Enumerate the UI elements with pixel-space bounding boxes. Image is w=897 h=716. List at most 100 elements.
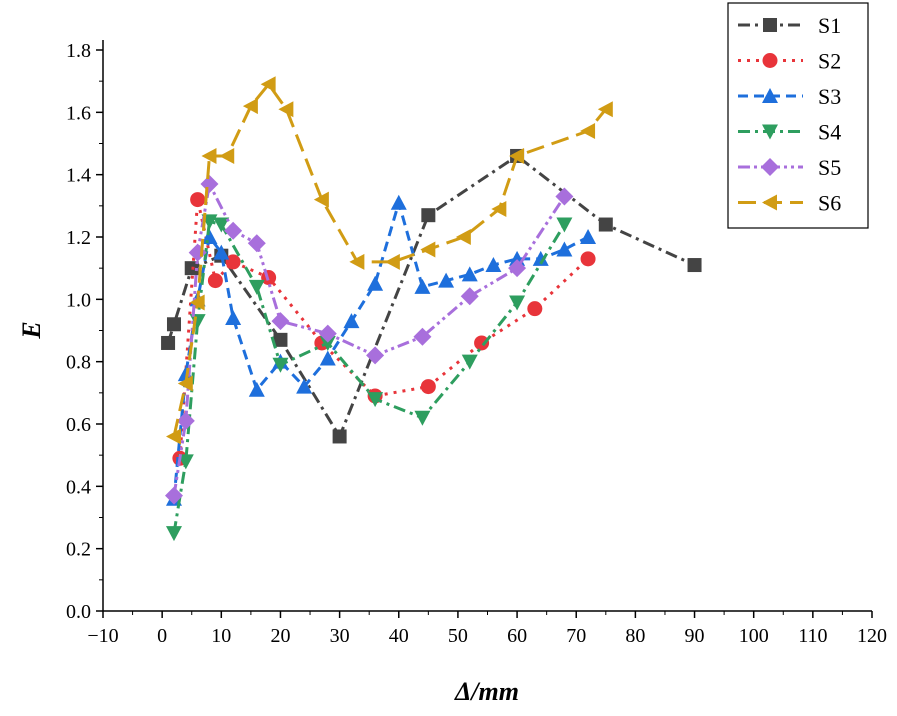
- data-point-s2: [190, 192, 206, 208]
- data-point-s4: [556, 217, 573, 233]
- data-point-s6: [491, 200, 507, 217]
- data-point-s6: [219, 147, 235, 164]
- data-point-s3: [343, 313, 360, 329]
- x-tick-label: 0: [157, 625, 167, 647]
- data-point-s5: [413, 327, 432, 346]
- series-line-s1: [166, 154, 696, 440]
- data-point-s6: [260, 76, 276, 93]
- legend-marker-s2: [762, 53, 778, 68]
- data-point-s3: [201, 229, 218, 244]
- data-point-s2: [474, 335, 490, 351]
- data-point-s3: [532, 250, 549, 266]
- x-tick-label: 50: [448, 625, 468, 647]
- data-point-s1: [332, 429, 347, 444]
- data-point-s2: [225, 254, 241, 270]
- y-tick-label: 1.6: [66, 102, 91, 124]
- data-point-s6: [177, 375, 193, 392]
- legend-marker-s4: [762, 124, 778, 140]
- legend-label-s1: S1: [818, 13, 841, 38]
- data-point-s5: [271, 312, 290, 331]
- data-point-s5: [164, 486, 183, 505]
- data-point-s4: [165, 526, 182, 542]
- data-point-s1: [421, 208, 436, 223]
- data-point-s4: [319, 335, 336, 351]
- data-point-s3: [213, 244, 230, 260]
- data-point-s5: [200, 175, 219, 194]
- y-tick-label: 1.2: [66, 227, 91, 249]
- y-tick-label: 1.8: [66, 40, 91, 62]
- data-point-s3: [556, 241, 573, 257]
- data-point-s5: [366, 346, 385, 365]
- data-point-s6: [201, 147, 217, 164]
- x-tick-label: 40: [389, 625, 409, 647]
- y-tick-label: 1.0: [66, 289, 91, 311]
- data-point-s1: [166, 317, 181, 332]
- legend-marker-s3: [762, 88, 778, 103]
- legend-label-s5: S5: [818, 155, 841, 180]
- data-point-s4: [367, 392, 384, 408]
- data-point-s5: [176, 411, 195, 430]
- y-tick-label: 0.0: [66, 601, 91, 623]
- x-tick-label: 90: [685, 625, 705, 647]
- data-point-s6: [384, 253, 400, 270]
- y-tick-label: 0.4: [66, 476, 91, 498]
- data-point-s3: [461, 266, 478, 282]
- x-tick-label: 70: [566, 625, 586, 647]
- data-point-s3: [296, 378, 313, 394]
- x-tick-label: 20: [270, 625, 290, 647]
- data-point-s6: [597, 101, 613, 118]
- data-point-s4: [509, 295, 526, 311]
- data-point-s4: [189, 314, 206, 330]
- data-point-s3: [485, 257, 502, 273]
- data-point-s2: [420, 379, 436, 395]
- legend: [727, 2, 869, 229]
- legend-marker-s1: [763, 18, 777, 32]
- data-point-s6: [455, 229, 471, 245]
- data-point-s6: [189, 294, 205, 311]
- y-tick-label: 0.2: [66, 539, 91, 561]
- data-point-s6: [242, 98, 258, 115]
- legend-marker-s5: [761, 158, 779, 176]
- data-point-s4: [461, 354, 478, 370]
- y-tick-label: 0.8: [66, 352, 91, 374]
- data-point-s3: [580, 229, 597, 244]
- series-line-s3: [172, 197, 589, 499]
- legend-marker-s6: [762, 194, 777, 211]
- data-point-s3: [414, 278, 431, 294]
- data-point-s6: [165, 428, 181, 445]
- legend-label-s4: S4: [818, 120, 841, 145]
- data-point-s4: [414, 410, 431, 426]
- legend-label-s6: S6: [818, 191, 841, 216]
- data-point-s6: [349, 253, 365, 270]
- data-point-s6: [509, 147, 525, 164]
- y-tick-label: 1.4: [66, 165, 91, 187]
- y-axis-label: E: [17, 321, 46, 339]
- data-point-s2: [207, 273, 223, 289]
- y-tick-label: 0.6: [66, 414, 91, 436]
- x-tick-label: 10: [211, 625, 231, 647]
- data-point-s1: [687, 258, 702, 273]
- data-point-s2: [527, 301, 543, 317]
- x-tick-label: 30: [330, 625, 350, 647]
- x-tick-label: 120: [857, 625, 887, 647]
- x-tick-label: 110: [798, 625, 827, 647]
- data-point-s1: [161, 335, 176, 350]
- data-point-s3: [367, 275, 384, 291]
- data-point-s3: [390, 194, 407, 210]
- x-tick-label: 100: [739, 625, 769, 647]
- data-point-s1: [273, 332, 288, 347]
- data-point-s5: [460, 287, 479, 306]
- data-point-s5: [224, 221, 243, 240]
- data-point-s4: [248, 279, 265, 295]
- data-point-s4: [272, 357, 289, 373]
- data-point-s3: [438, 272, 455, 288]
- data-point-s2: [580, 251, 596, 267]
- data-point-s6: [420, 241, 436, 258]
- data-point-s3: [225, 310, 242, 326]
- x-tick-label: 80: [625, 625, 645, 647]
- data-point-s1: [598, 217, 613, 232]
- x-tick-label: −10: [87, 625, 118, 647]
- data-point-s4: [177, 454, 194, 470]
- data-point-s6: [580, 123, 596, 140]
